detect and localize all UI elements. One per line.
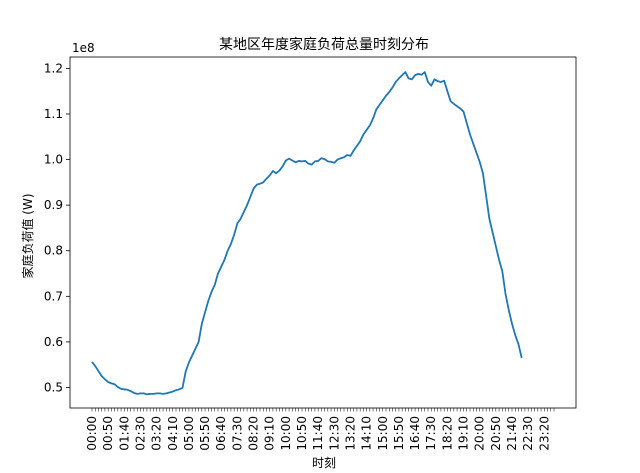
- x-tick-label: 05:50: [198, 416, 212, 451]
- x-tick-label: 02:30: [133, 416, 147, 451]
- y-tick-label: 0.9: [44, 198, 63, 212]
- x-tick-label: 14:10: [360, 416, 374, 451]
- chart-title: 某地区年度家庭负荷总量时刻分布: [219, 36, 429, 53]
- x-tick-label: 21:40: [505, 416, 519, 451]
- x-tick-label: 04:10: [166, 416, 180, 451]
- series-line-0: [91, 71, 523, 396]
- y-tick-label: 1.1: [44, 107, 63, 121]
- y-offset-label: 1e8: [72, 41, 95, 55]
- x-tick-label: 10:00: [279, 416, 293, 451]
- x-axis-label: 时刻: [312, 456, 336, 470]
- x-tick-label: 09:10: [263, 416, 277, 451]
- y-tick-label: 1.2: [44, 61, 63, 75]
- x-tick-label: 00:50: [101, 416, 115, 451]
- y-tick-label: 1.0: [44, 153, 63, 167]
- x-tick-label: 23:20: [537, 416, 551, 451]
- axes-frame: [69, 56, 577, 409]
- x-tick-label: 17:30: [424, 416, 438, 451]
- x-tick-label: 22:30: [521, 416, 535, 451]
- x-tick-label: 07:30: [230, 416, 244, 451]
- y-tick-label: 0.7: [44, 289, 63, 303]
- x-tick-label: 13:20: [343, 416, 357, 451]
- y-tick-label: 0.5: [44, 380, 63, 394]
- x-tick-label: 15:50: [392, 416, 406, 451]
- x-tick-label: 15:00: [376, 416, 390, 451]
- x-tick-label: 05:00: [182, 416, 196, 451]
- x-tick-label: 03:20: [150, 416, 164, 451]
- x-tick-label: 16:40: [408, 416, 422, 451]
- x-tick-label: 18:20: [440, 416, 454, 451]
- y-axis-label: 家庭负荷值 (W): [20, 193, 35, 278]
- x-tick-label: 19:10: [457, 416, 471, 451]
- plot-area: 0.50.60.70.80.91.01.11.200:00 00:50 01:40 0…: [44, 56, 577, 451]
- x-tick-label: 12:30: [327, 416, 341, 451]
- x-tick-label: 06:40: [214, 416, 228, 451]
- x-tick-label: 20:50: [489, 416, 503, 451]
- x-tick-label: 11:40: [311, 416, 325, 451]
- x-tick-label: 01:40: [117, 416, 131, 451]
- x-tick-label: 10:50: [295, 416, 309, 451]
- y-tick-label: 0.8: [44, 244, 63, 258]
- x-tick-label: 00:00: [85, 416, 99, 451]
- x-tick-label: 08:20: [247, 416, 261, 451]
- x-tick-label: 20:00: [473, 416, 487, 451]
- y-tick-label: 0.6: [44, 335, 63, 349]
